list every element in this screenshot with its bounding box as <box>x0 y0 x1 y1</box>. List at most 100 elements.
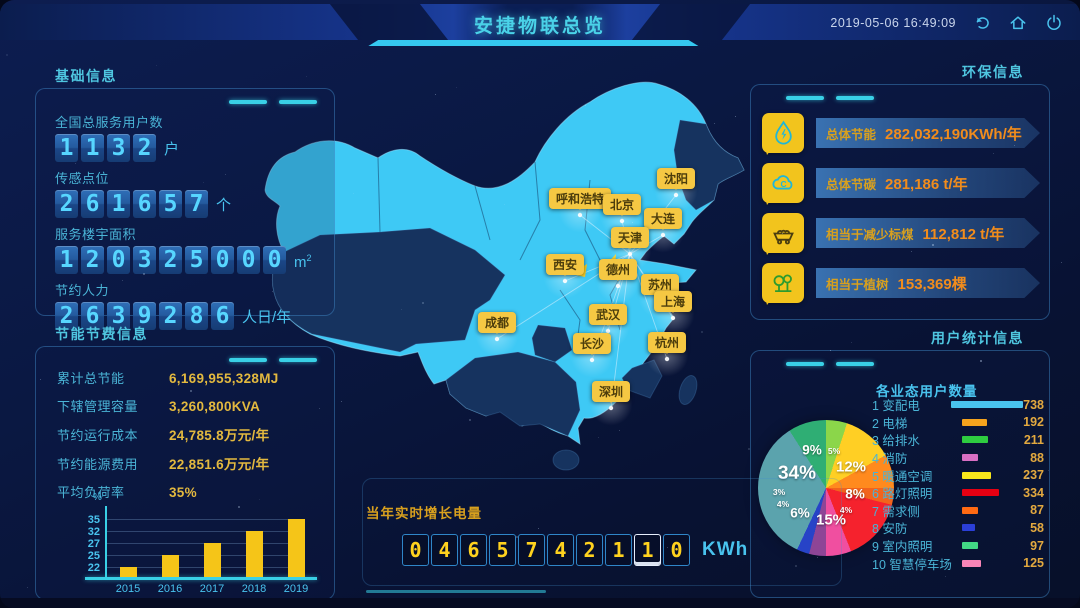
user-type-pie-chart[interactable]: 5% 12% 8% 4% 15% 6% 4% 3% 34% 9% <box>758 420 894 556</box>
basic-stat-unit: m2 <box>294 253 312 271</box>
panel-decoration-dashes <box>229 358 317 362</box>
realtime-label: 当年实时增长电量 <box>366 506 482 521</box>
legend-label: 4 消防 <box>872 452 908 467</box>
bar-chart-gridline <box>107 555 299 556</box>
bar-chart-y-unit: % <box>93 492 102 503</box>
bar-chart-y-tick: 32 <box>87 526 100 538</box>
city-badge[interactable]: 呼和浩特 <box>548 188 612 209</box>
panel-title-environment: 环保信息 <box>962 64 1024 80</box>
title-underline <box>368 40 699 46</box>
pie-slice-label: 12% <box>835 458 867 476</box>
counter-digit: 4 <box>431 534 458 566</box>
legend-value: 192 <box>1023 415 1044 430</box>
pie-slice-label: 8% <box>845 486 865 502</box>
city-badge[interactable]: 长沙 <box>572 333 612 354</box>
legend-color-bar <box>962 542 978 550</box>
home-icon[interactable] <box>1008 13 1028 33</box>
legend-row[interactable]: 10 智慧停车场 125 <box>872 554 1044 572</box>
bar-chart-bar <box>245 531 263 577</box>
legend-value: 125 <box>1023 556 1044 571</box>
star-dot <box>1061 261 1063 263</box>
basic-stat-unit: 户 <box>164 141 180 158</box>
bar-chart-bar <box>119 567 137 577</box>
legend-row[interactable]: 2 电梯 192 <box>872 414 1044 432</box>
city-badge[interactable]: 杭州 <box>647 332 687 353</box>
city-badge[interactable]: 天津 <box>610 227 650 248</box>
header-controls: 2019-05-06 16:49:09 <box>830 13 1064 33</box>
basic-stat-label: 全国总服务用户数 <box>55 115 164 130</box>
legend-row[interactable]: 6 路灯照明 334 <box>872 484 1044 502</box>
map-region-southwest <box>445 351 581 437</box>
legend-color-bar <box>962 454 978 462</box>
digit-tile: 6 <box>81 190 104 218</box>
legend-row[interactable]: 7 需求侧 87 <box>872 502 1044 520</box>
power-icon[interactable] <box>1044 13 1064 33</box>
energy-row: 节约能源费用 22,851.6万元/年 <box>57 453 335 473</box>
bar-chart-gridline <box>107 543 299 544</box>
legend-row[interactable]: 9 室内照明 97 <box>872 537 1044 555</box>
legend-row[interactable]: 3 给排水 211 <box>872 431 1044 449</box>
map-region-northeast-east <box>673 119 745 211</box>
panel-environment: 环保信息 总体节能 282,032,190KWh/年 C 总体节碳 281,186 t/… <box>750 62 1050 320</box>
panel-frame <box>35 346 335 600</box>
pie-slice-label: 3% <box>772 487 786 497</box>
legend-color-bar <box>951 401 1024 409</box>
bar-chart-gridline <box>107 567 299 568</box>
legend-label: 5 暖通空调 <box>872 469 933 484</box>
legend-row[interactable]: 4 消防 88 <box>872 449 1044 467</box>
counter-digit: 0 <box>663 534 690 566</box>
city-badge[interactable]: 大连 <box>643 208 683 229</box>
city-badge[interactable]: 北京 <box>602 194 642 215</box>
bar-chart-y-tick: 22 <box>87 562 100 574</box>
coal-cart-icon <box>762 213 804 255</box>
header-bar: 安捷物联总览 2019-05-06 16:49:09 <box>0 0 1080 48</box>
legend-row[interactable]: 8 安防 58 <box>872 519 1044 537</box>
environment-value: 281,186 t/年 <box>885 175 968 193</box>
energy-row-label: 累计总节能 <box>57 371 125 386</box>
digit-tile: 0 <box>263 246 286 274</box>
pie-slice-label: 34% <box>777 463 817 484</box>
map-region-fujian <box>621 359 663 399</box>
basic-stat: 节约人力 2 6 3 9 2 8 6 人日/年 <box>55 280 335 330</box>
energy-row-label: 下辖管理容量 <box>57 399 139 414</box>
star-dot <box>27 586 29 588</box>
city-badge[interactable]: 成都 <box>477 312 517 333</box>
city-badge[interactable]: 德州 <box>598 259 638 280</box>
counter-digit: 5 <box>489 534 516 566</box>
energy-row: 下辖管理容量 3,260,800KVA <box>57 396 335 415</box>
basic-stat: 全国总服务用户数 1 1 3 2 户 <box>55 112 335 162</box>
energy-row-value: 6,169,955,328MJ <box>169 371 279 386</box>
energy-row-value: 24,785.8万元/年 <box>169 428 270 443</box>
bar-chart-y-tick: 35 <box>87 514 100 526</box>
legend-label: 6 路灯照明 <box>872 487 933 502</box>
city-badge[interactable]: 苏州 <box>640 274 680 295</box>
digit-tile: 2 <box>55 302 78 330</box>
undo-icon[interactable] <box>972 13 992 33</box>
legend-color-bar <box>962 524 975 532</box>
legend-row[interactable]: 5 暖通空调 237 <box>872 466 1044 484</box>
environment-row: 总体节能 282,032,190KWh/年 <box>762 108 1040 158</box>
city-badge[interactable]: 西安 <box>545 254 585 275</box>
pie-slice-label: 15% <box>815 511 847 529</box>
city-badge[interactable]: 深圳 <box>591 381 631 402</box>
city-badge[interactable]: 沈阳 <box>656 168 696 189</box>
counter-digit: 7 <box>518 534 545 566</box>
pie-slice-label: 5% <box>827 446 841 456</box>
bar-chart-x-axis <box>85 577 317 580</box>
energy-row: 累计总节能 6,169,955,328MJ <box>57 368 335 387</box>
digit-tile: 2 <box>133 134 156 162</box>
energy-row-label: 节约能源费用 <box>57 457 139 472</box>
basic-stat-unit: 个 <box>216 197 232 214</box>
city-badge[interactable]: 武汉 <box>588 304 628 325</box>
city-badge[interactable]: 上海 <box>653 291 693 312</box>
legend-row[interactable]: 1 变配电 738 <box>872 396 1044 414</box>
legend-label: 2 电梯 <box>872 416 908 431</box>
legend-value: 88 <box>1030 450 1044 465</box>
environment-value: 112,812 t/年 <box>922 225 1005 243</box>
legend-value: 87 <box>1030 503 1044 518</box>
panel-user-stats: 用户统计信息 各业态用户数量 5% 12% 8% 4% 15% 6% 4% 3% 34% 9% 1… <box>750 328 1050 598</box>
digit-tile: 1 <box>55 246 78 274</box>
environment-banner: 相当于植树 153,369棵 <box>816 268 1040 298</box>
environment-banner: 总体节能 282,032,190KWh/年 <box>816 118 1040 148</box>
